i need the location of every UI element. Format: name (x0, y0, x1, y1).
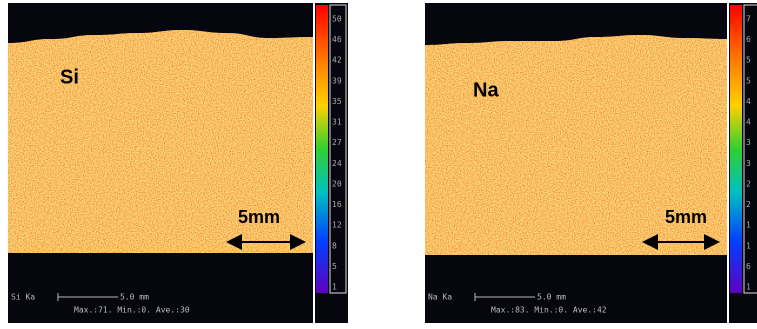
colorbar-label: 5 (746, 56, 751, 65)
band-speckle (8, 30, 313, 253)
colorbar-label-box (329, 4, 347, 294)
sample-band (8, 30, 313, 253)
colorbar-label: 2 (746, 179, 751, 188)
colorbar-label: 1 (746, 241, 751, 250)
colorbar (316, 5, 328, 293)
colorbar-label: 3 (746, 159, 751, 168)
colorbar-label: 24 (332, 159, 342, 168)
colorbar-label: 3 (746, 138, 751, 147)
colorbar-label: 16 (332, 200, 342, 209)
scale-bar-label: 5mm (665, 207, 707, 227)
band-speckle (425, 35, 727, 255)
element-map-panel: Na 5mm Na Ka 5.0 mm Max.:83. Min.:0. Ave.:42… (425, 3, 757, 323)
colorbar-label: 1 (746, 221, 751, 230)
colorbar-label: 2 (746, 200, 751, 209)
sample-band (425, 35, 727, 255)
colorbar-label: 6 (746, 262, 751, 271)
element-label: Na (473, 79, 499, 101)
colorbar-label: 35 (332, 97, 342, 106)
element-map-panel: Si 5mm Si Ka 5.0 mm Max.:71. Min.:0. Ave.:30… (8, 3, 348, 323)
colorbar-label: 5 (746, 76, 751, 85)
colorbar (730, 5, 742, 293)
colorbar-label: 5 (332, 262, 337, 271)
caption-element: Na Ka (428, 293, 452, 302)
caption-element: Si Ka (11, 293, 35, 302)
colorbar-label: 31 (332, 118, 342, 127)
caption-stats: Max.:83. Min.:0. Ave.:42 (491, 306, 607, 315)
colorbar-label: 6 (746, 35, 751, 44)
caption-stats: Max.:71. Min.:0. Ave.:30 (74, 306, 190, 315)
colorbar-label: 12 (332, 221, 342, 230)
caption-scale: 5.0 mm (537, 293, 566, 302)
colorbar-label: 4 (746, 118, 751, 127)
colorbar-label: 27 (332, 138, 342, 147)
colorbar-label: 1 (332, 283, 337, 292)
scale-bar-label: 5mm (238, 207, 280, 227)
colorbar-label: 7 (746, 15, 751, 24)
colorbar-label: 4 (746, 97, 751, 106)
caption-scale: 5.0 mm (120, 293, 149, 302)
colorbar-label: 50 (332, 15, 342, 24)
colorbar-label-box (743, 4, 757, 294)
colorbar-label: 46 (332, 35, 342, 44)
colorbar-label: 20 (332, 179, 342, 188)
element-label: Si (60, 66, 79, 88)
colorbar-label: 1 (746, 283, 751, 292)
colorbar-label: 8 (332, 241, 337, 250)
colorbar-label: 39 (332, 76, 342, 85)
colorbar-label: 42 (332, 56, 342, 65)
